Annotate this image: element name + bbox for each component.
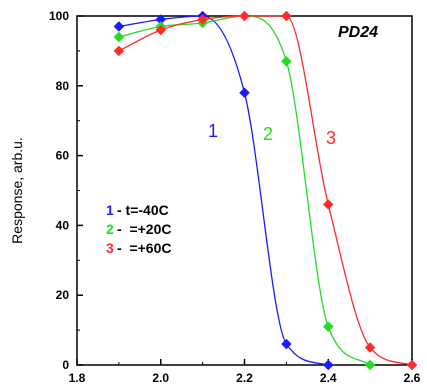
- data-point-series-3: [406, 359, 418, 371]
- data-point-series-2: [322, 321, 334, 332]
- x-tick-label: 2.6: [404, 371, 421, 385]
- data-point-series-1: [113, 21, 125, 32]
- x-tick-label: 2.4: [320, 371, 337, 385]
- curve-label-1: 1: [208, 121, 218, 141]
- legend-number-1: 1: [106, 202, 114, 218]
- data-point-series-3: [197, 14, 208, 25]
- legend-text-3: - =+60C: [117, 240, 171, 256]
- series-curves: [118, 15, 413, 366]
- legend-number-3: 3: [106, 240, 114, 256]
- y-tick-label: 100: [49, 9, 69, 23]
- y-tick-label: 40: [56, 218, 70, 232]
- curve-label-2: 2: [263, 124, 273, 144]
- y-tick-label: 0: [62, 358, 69, 372]
- y-tick-label: 80: [56, 79, 70, 93]
- series-line-2: [118, 15, 371, 366]
- x-tick-label: 2.0: [152, 371, 169, 385]
- data-point-series-2: [113, 31, 125, 43]
- curve-labels: 1 2 3: [208, 121, 336, 148]
- data-point-series-3: [239, 10, 250, 22]
- x-tick-label: 1.8: [69, 371, 86, 385]
- data-point-series-1: [322, 359, 334, 371]
- y-axis-label: Response, arb.u.: [9, 137, 25, 244]
- data-point-series-3: [364, 342, 376, 353]
- data-point-series-1: [239, 87, 250, 99]
- chart-title: PD24: [338, 24, 378, 41]
- legend-text-1: - t=-40C: [117, 202, 169, 218]
- plot-frame: [76, 15, 413, 366]
- data-point-series-3: [322, 199, 334, 210]
- plot-area: [76, 15, 413, 366]
- legend-number-2: 2: [106, 221, 114, 237]
- series-line-1: [118, 15, 329, 366]
- y-axis: 0 20 40 60 80 100: [49, 9, 83, 372]
- y-tick-label: 60: [56, 149, 70, 163]
- data-point-series-2: [281, 56, 292, 67]
- data-point-series-3: [113, 45, 125, 57]
- curve-label-3: 3: [326, 128, 336, 148]
- series-markers: [113, 10, 418, 371]
- y-tick-label: 20: [56, 288, 70, 302]
- data-point-series-1: [281, 338, 292, 350]
- legend-text-2: - =+20C: [117, 221, 171, 237]
- data-point-series-3: [155, 24, 167, 36]
- series-line-3: [118, 15, 413, 366]
- data-point-series-3: [281, 10, 292, 22]
- data-point-series-2: [364, 359, 376, 371]
- x-tick-label: 2.2: [236, 371, 253, 385]
